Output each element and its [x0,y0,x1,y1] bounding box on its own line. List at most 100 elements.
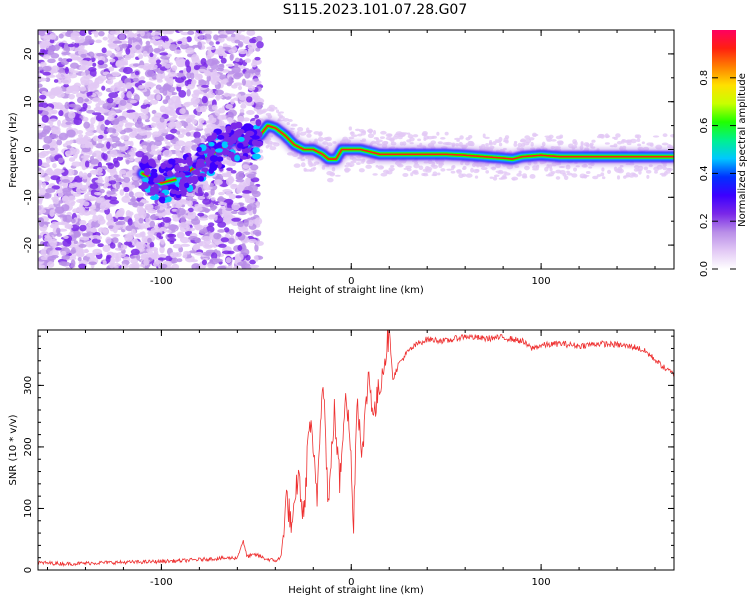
heatmap-cell [65,121,72,125]
heatmap-cell [223,227,230,233]
heatmap-cell [375,137,379,141]
heatmap-cell [517,142,523,148]
heatmap-cell [643,166,648,171]
heatmap-cell [133,94,140,103]
heatmap-cell [148,159,156,167]
heatmap-cell [237,43,243,47]
heatmap-cell [645,169,652,174]
heatmap-cell [166,170,173,177]
heatmap-cell [177,133,185,139]
heatmap-cell [217,202,227,206]
heatmap-cell [167,72,178,78]
heatmap-cell [64,101,70,110]
heatmap-cell [234,253,244,261]
heatmap-cell [69,139,74,144]
heatmap-cell [490,167,497,170]
heatmap-cell [101,152,106,159]
heatmap-cell [159,263,168,269]
heatmap-cell [100,228,110,234]
heatmap-cell [141,177,148,182]
heatmap-cell [93,106,104,112]
heatmap-cell [64,224,74,230]
heatmap-cell [102,244,111,253]
heatmap-cell [201,95,208,104]
heatmap-cell [549,167,553,172]
heatmap-cell [78,161,85,167]
heatmap-cell [206,46,216,51]
heatmap-cell [622,175,627,179]
heatmap-cell [72,192,82,197]
heatmap-cell [216,48,226,52]
heatmap-cell [164,37,169,42]
heatmap-cell [172,243,182,249]
heatmap-cell [169,251,178,259]
heatmap-cell [83,237,90,241]
heatmap-cell [79,219,87,226]
heatmap-cell [654,170,658,174]
heatmap-cell [430,140,437,145]
heatmap-cell [38,222,45,227]
heatmap-cell [84,193,90,201]
heatmap-cell [300,158,306,162]
heatmap-cell [247,42,257,50]
heatmap-cell [317,136,324,142]
spectrogram-y-label: Frequency (Hz) [8,112,19,188]
heatmap-cell [62,187,72,193]
heatmap-cell [157,154,162,161]
heatmap-cell [169,43,177,52]
heatmap-cell [133,213,141,220]
heatmap-cell [153,89,160,94]
heatmap-cell [213,34,219,41]
heatmap-cell [565,164,571,170]
heatmap-cell [246,173,256,179]
colorbar-tick-label: 0.4 [699,165,710,181]
heatmap-cell [209,155,219,163]
heatmap-cell [91,112,102,116]
heatmap-cell [225,257,232,264]
heatmap-cell [211,132,218,140]
heatmap-cell [126,232,135,241]
heatmap-cell [217,134,225,140]
heatmap-cell [246,204,253,212]
heatmap-cell [588,166,593,169]
heatmap-cell [122,119,128,124]
heatmap-cell [38,167,42,171]
heatmap-cell [73,117,83,126]
heatmap-cell [212,75,218,81]
heatmap-cell [160,162,167,170]
heatmap-cell [234,195,243,199]
heatmap-cell [164,63,172,69]
heatmap-cell [255,102,264,106]
heatmap-cell [206,123,213,129]
heatmap-cell [583,174,588,179]
heatmap-cell [110,71,121,77]
heatmap-cell [217,221,227,228]
heatmap-cell [40,248,47,257]
heatmap-cell [54,206,65,214]
heatmap-cell [120,91,125,99]
heatmap-cell [122,31,130,35]
heatmap-cell [61,76,72,85]
heatmap-cell [662,165,667,171]
heatmap-cell [62,195,69,202]
heatmap-cell [250,95,261,100]
heatmap-cell [115,181,121,190]
heatmap-cell [114,121,119,125]
heatmap-cell [79,224,87,232]
heatmap-cell [218,34,228,39]
heatmap-cell [380,130,387,135]
heatmap-cell [555,169,562,174]
heatmap-cell [176,258,183,263]
heatmap-cell [79,65,86,71]
heatmap-cell [203,192,209,197]
heatmap-cell [57,191,64,198]
heatmap-cell [198,118,205,124]
heatmap-cell [38,182,43,186]
heatmap-cell [94,197,103,202]
heatmap-cell [81,71,86,77]
heatmap-cell [97,60,105,66]
heatmap-cell [117,241,122,249]
heatmap-cell [60,250,67,256]
heatmap-cell [201,236,212,241]
heatmap-cell [157,223,163,228]
